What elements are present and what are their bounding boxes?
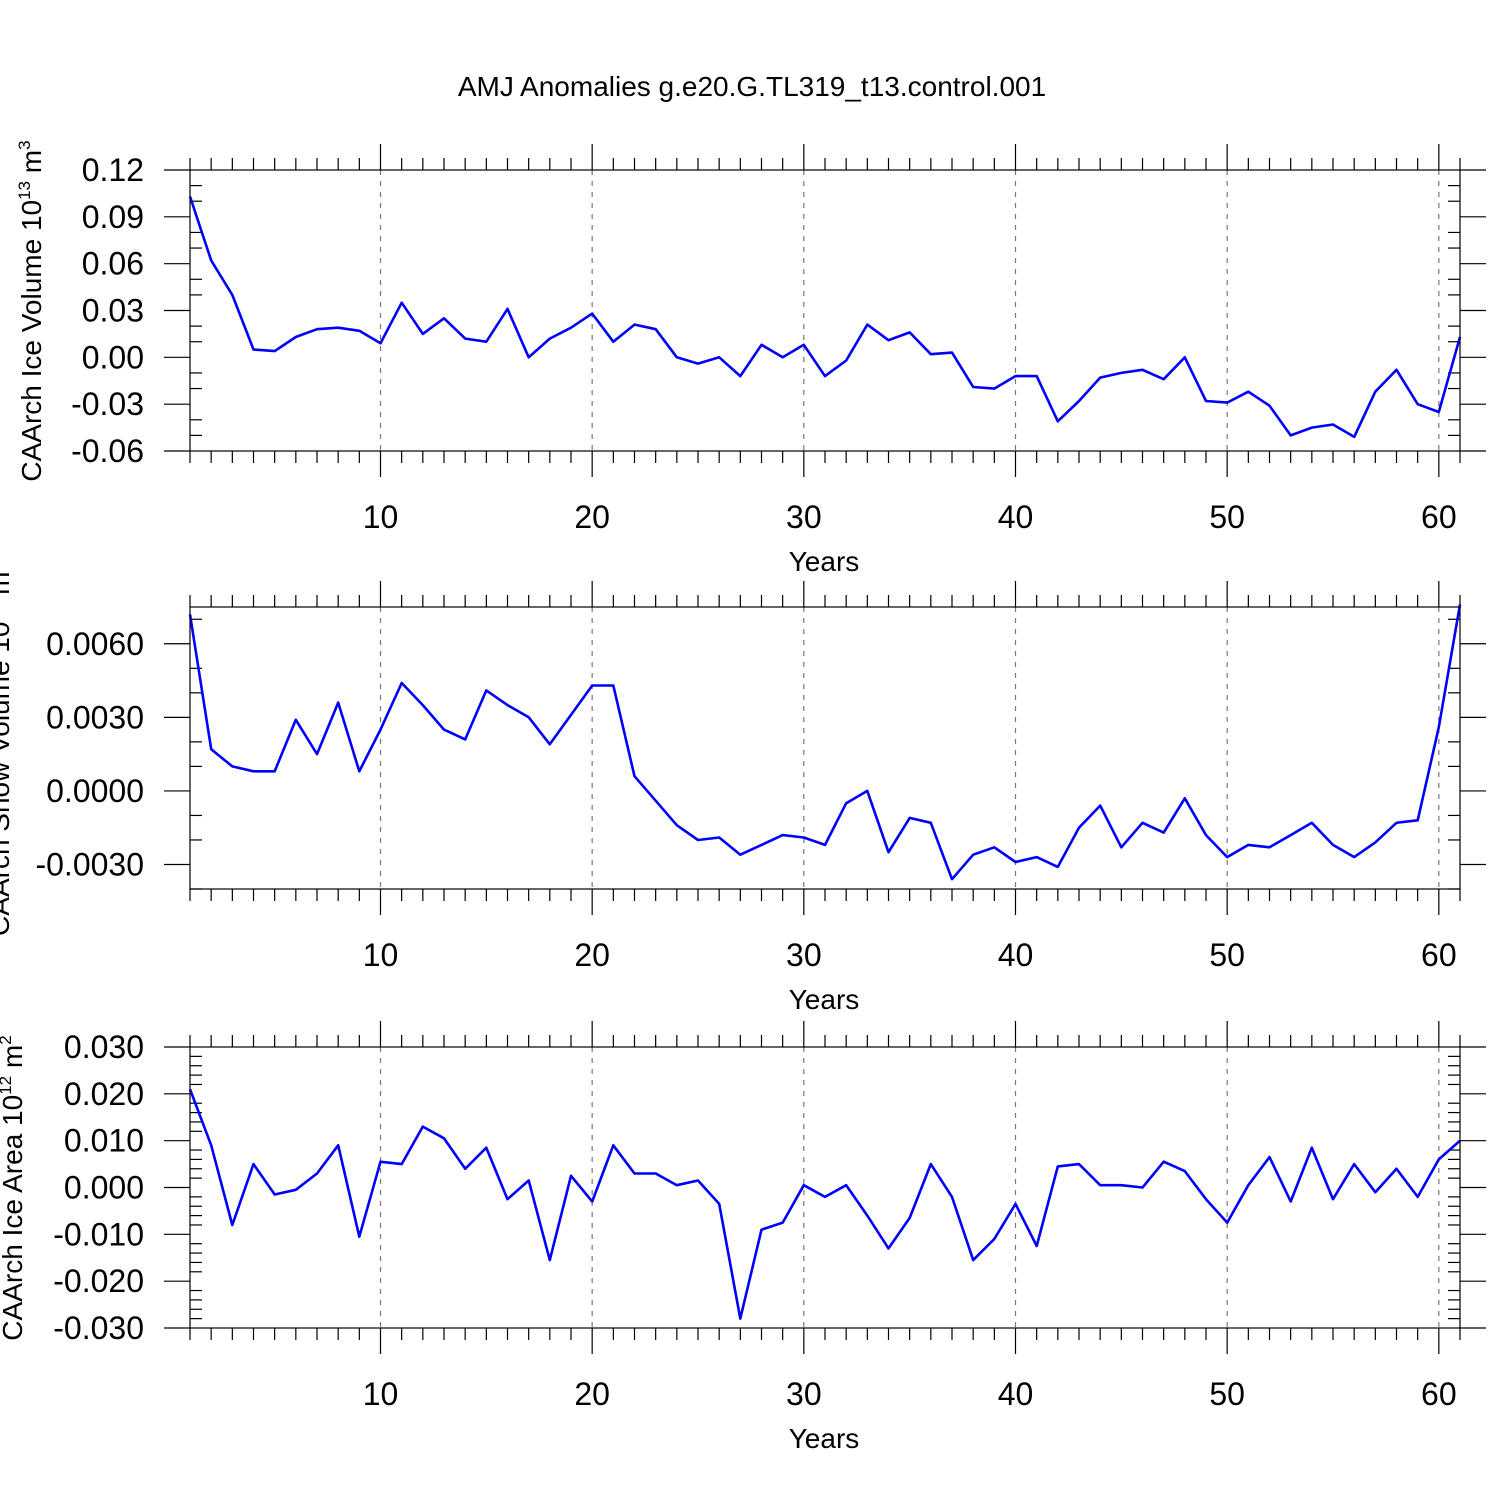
snow-volume-x-tick-label: 20	[574, 937, 610, 973]
snow-volume-y-tick-label: 0.0030	[46, 699, 144, 735]
snow-volume-y-tick-label: 0.0060	[46, 626, 144, 662]
ice-volume-x-tick-label: 60	[1421, 499, 1457, 535]
ice-area-y-tick-label: 0.020	[64, 1076, 144, 1112]
y-axis-label-unit-exponent: 2	[0, 1035, 15, 1044]
snow-volume-x-tick-label: 30	[786, 937, 822, 973]
y-axis-label-unit: m	[16, 150, 47, 173]
snow-volume-y-tick-label: -0.0030	[35, 846, 144, 882]
snow-volume-panel: CAArch Snow Volume 1013 m3 Years 10 20 30 4…	[0, 562, 1486, 1015]
ice-area-x-axis-label: Years	[789, 1423, 860, 1454]
ice-area-y-tick-label: 0.030	[64, 1029, 144, 1065]
ice-volume-x-tick-label: 30	[786, 499, 822, 535]
ice-area-y-tick-label: 0.000	[64, 1170, 144, 1206]
snow-volume-x-axis-label: Years	[789, 984, 860, 1015]
ice-area-series-line	[188, 1088, 1461, 1320]
ice-volume-x-tick-label: 20	[574, 499, 610, 535]
ice-area-y-tick-label: -0.010	[53, 1216, 144, 1252]
y-axis-label-unit: m	[0, 1045, 28, 1068]
ice-volume-y-tick-label: -0.06	[71, 433, 144, 469]
ice-area-x-tick-label: 10	[363, 1376, 399, 1412]
ice-volume-x-tick-label: 40	[998, 499, 1034, 535]
snow-volume-x-tick-label: 60	[1421, 937, 1457, 973]
ice-volume-y-tick-label: 0.03	[82, 293, 144, 329]
y-axis-label-text: CAArch Ice Volume 10	[16, 200, 47, 482]
ice-area-x-tick-label: 20	[574, 1376, 610, 1412]
ice-area-plot-frame	[189, 1046, 1461, 1329]
ice-volume-panel: CAArch Ice Volume 1013 m3 Years 10 20 30 40…	[15, 140, 1486, 577]
ice-volume-plot-frame	[189, 169, 1461, 452]
snow-volume-x-tick-label: 10	[363, 937, 399, 973]
y-axis-label-unit-exponent: 3	[15, 140, 34, 149]
ice-volume-y-tick-label: 0.09	[82, 199, 144, 235]
ice-area-x-tick-label: 50	[1209, 1376, 1245, 1412]
ice-area-panel: CAArch Ice Area 1012 m2 Years 10 20 30 40 50…	[0, 1021, 1486, 1454]
ice-area-y-axis-label: CAArch Ice Area 1012 m2	[0, 1035, 28, 1340]
ice-volume-y-tick-label: 0.00	[82, 339, 144, 375]
ice-area-x-tick-label: 40	[998, 1376, 1034, 1412]
ice-volume-y-tick-label: 0.12	[82, 152, 144, 188]
ice-area-x-tick-label: 60	[1421, 1376, 1457, 1412]
snow-volume-x-tick-label: 40	[998, 937, 1034, 973]
y-axis-label-exponent: 13	[0, 603, 2, 622]
ice-area-x-tick-label: 30	[786, 1376, 822, 1412]
ice-volume-x-axis-label: Years	[789, 546, 860, 577]
figure-title: AMJ Anomalies g.e20.G.TL319_t13.control.…	[458, 71, 1046, 102]
ice-volume-y-axis-label: CAArch Ice Volume 1013 m3	[15, 140, 47, 481]
snow-volume-x-tick-label: 50	[1209, 937, 1245, 973]
ice-volume-x-tick-label: 10	[363, 499, 399, 535]
ice-volume-x-tick-label: 50	[1209, 499, 1245, 535]
y-axis-label-unit: m	[0, 572, 15, 595]
y-axis-label-exponent: 12	[0, 1076, 15, 1095]
y-axis-label-text: CAArch Ice Area 10	[0, 1095, 28, 1341]
ice-volume-series-line	[188, 196, 1462, 439]
snow-volume-series-line	[188, 604, 1462, 881]
y-axis-label-text: CAArch Snow Volume 10	[0, 622, 15, 936]
snow-volume-y-tick-label: 0.0000	[46, 773, 144, 809]
ice-area-y-tick-label: -0.020	[53, 1263, 144, 1299]
ice-volume-y-tick-label: -0.03	[71, 386, 144, 422]
ice-area-y-tick-label: -0.030	[53, 1310, 144, 1346]
ice-volume-y-tick-label: 0.06	[82, 246, 144, 282]
y-axis-label-unit-exponent: 3	[0, 562, 2, 571]
snow-volume-plot-frame	[189, 606, 1461, 890]
ice-area-y-tick-label: 0.010	[64, 1123, 144, 1159]
snow-volume-y-axis-label: CAArch Snow Volume 1013 m3	[0, 562, 15, 936]
y-axis-label-exponent: 13	[15, 181, 34, 200]
